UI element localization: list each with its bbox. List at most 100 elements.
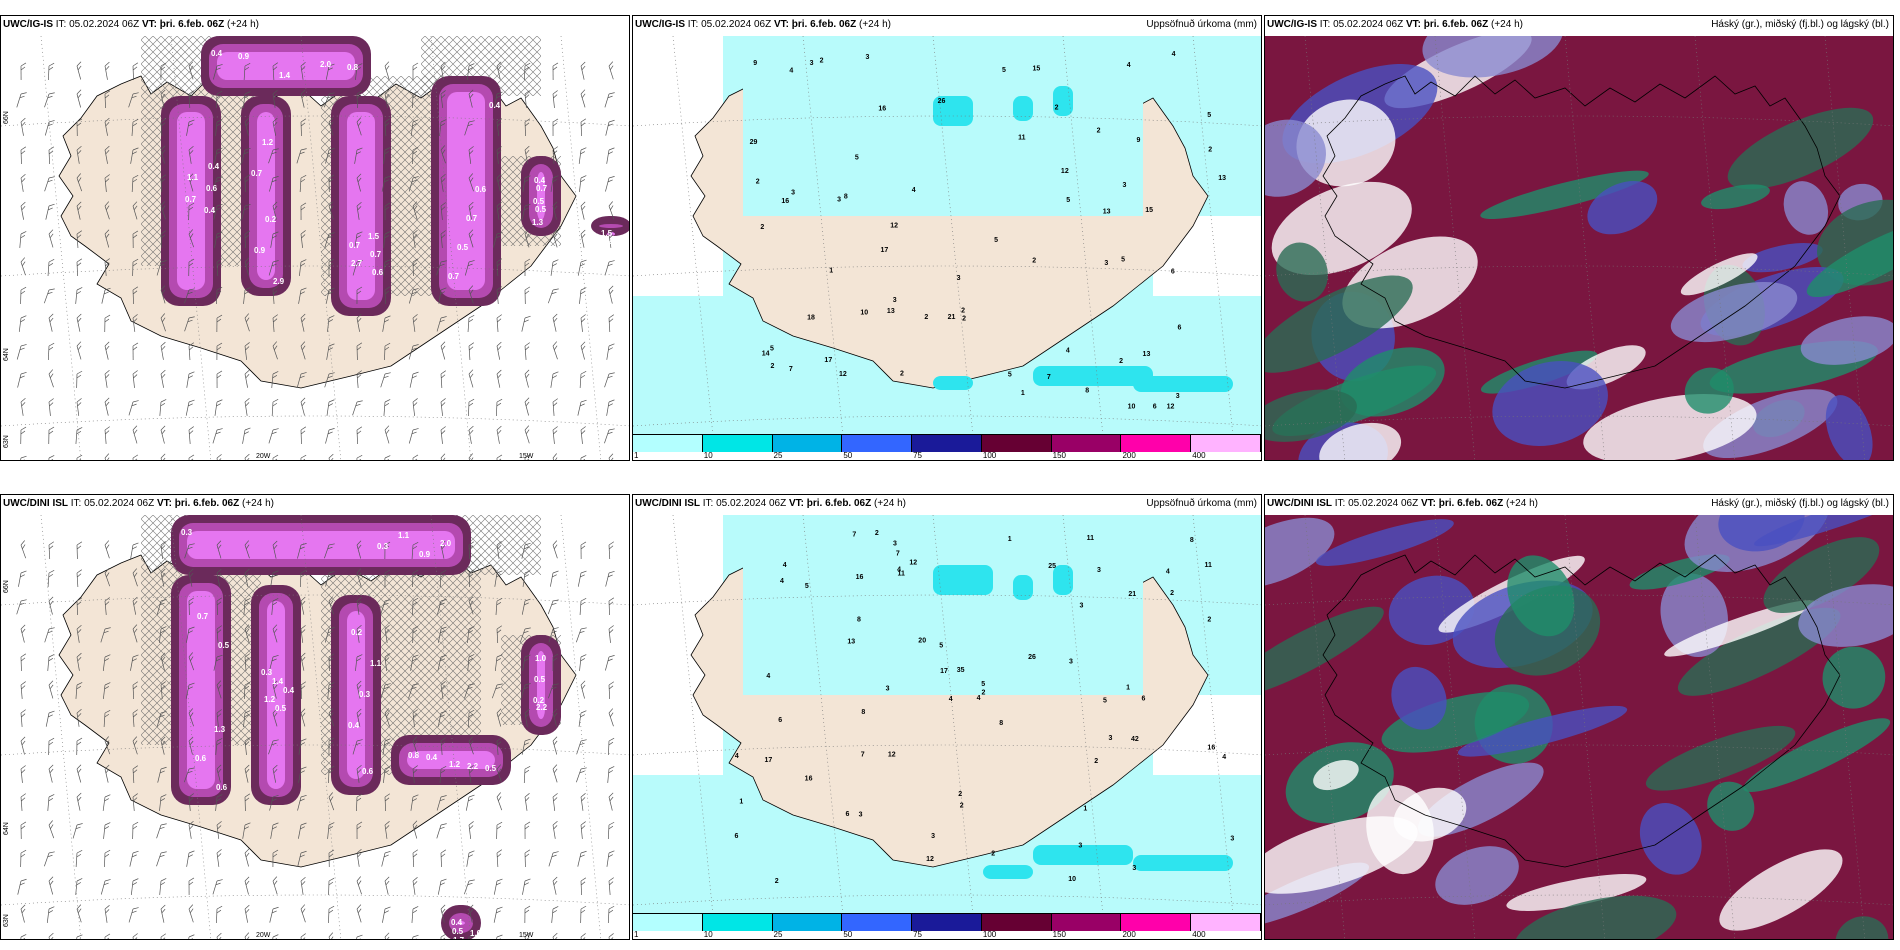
icing-map-panel-row2: UWC/DINI ISL IT: 05.02.2024 06Z VT: þri.… [0,494,630,940]
wind-barb [607,905,615,924]
wind-barb [496,369,502,388]
wind-barb [576,767,587,783]
wind-barb [48,313,54,332]
wind-barb [213,203,223,220]
precip-value-label: 35 [957,667,965,674]
cloud-region [1822,646,1886,709]
wind-barb [214,399,223,416]
wind-barb [552,793,558,811]
wind-barb [47,342,55,361]
cloud-region [1480,170,1649,219]
precip-value-label: 1 [1021,390,1025,397]
wind-barb [104,201,110,220]
wind-barb [184,543,195,559]
icing-map: 0.3 0.5 0.5 0.6 1.2 2.2 1.7 2.0 0.7 1.2 0.2 0.8 1.0 0… [1,515,629,939]
wind-barb [216,764,222,783]
precip-value-label: 4 [1066,348,1070,355]
precip-colorbar: 1 10 25 50 75 100 150 200 400 [633,913,1261,939]
precip-value-label: 3 [810,60,814,67]
wind-barb [300,681,307,699]
wind-barb [468,541,475,560]
wind-barb [522,570,531,587]
wind-barb [580,89,586,108]
colorbar-segment [912,913,982,931]
wind-barb [524,229,530,248]
wind-barb [76,737,83,756]
wind-barb [132,342,139,361]
wind-barb [76,904,82,923]
wind-barb [48,369,54,388]
precip-value-label: 3 [1097,567,1101,574]
wind-barb [412,314,418,332]
icing-value-label: 1.0 [535,654,547,663]
wind-barb [468,569,475,588]
wind-barb [325,428,335,444]
wind-barb [300,652,306,671]
precip-value-label: 6 [778,717,782,724]
wind-barb [440,453,446,460]
cloud-region [1806,221,1893,298]
wind-barb [521,738,531,755]
wind-barb [104,568,111,587]
wind-barb [580,426,586,444]
precip-value-label: 11 [898,571,906,578]
colorbar-label: 200 [1122,451,1136,460]
wind-barb [436,260,447,276]
wind-barb [326,399,335,416]
wind-barb [130,654,139,671]
wind-barb [188,877,195,896]
precip-value-label: 2 [1055,104,1059,111]
wind-barb [76,764,82,783]
wind-barb [412,454,419,460]
wind-barb [437,878,447,895]
wind-barb [272,849,279,868]
wind-barb [356,848,362,867]
wind-barb [76,173,83,192]
wind-barb [20,426,27,445]
wind-barb [496,173,502,192]
wind-barb [76,313,82,332]
meridian-line [672,36,714,436]
wind-barb [188,145,194,164]
panel-title: UWC/IG-IS IT: 05.02.2024 06Z VT: þri. 6.… [3,19,259,30]
parallel-line [1,894,629,906]
wind-barb [271,398,279,416]
wind-barb [384,202,391,221]
wind-barb [216,680,222,699]
wind-barb [272,680,278,699]
precip-title: Uppsöfnuð úrkoma (mm) [1146,19,1257,30]
wind-barb [300,933,306,939]
wind-barb [216,932,222,939]
wind-barb [159,399,167,416]
wind-barb [324,627,335,643]
precip-value-label: 17 [940,668,948,675]
cloud-region [1645,725,1796,791]
wind-barb [440,737,446,755]
wind-barb [269,655,279,671]
wind-barb [76,398,82,416]
parallel-line [1,415,629,427]
precip-value-label: 12 [1167,403,1175,410]
wind-barb [298,822,307,839]
icing-value-label: 2.0 [320,60,332,69]
wind-barb [440,230,446,248]
wind-barb [268,260,279,276]
wind-barb [300,708,306,727]
precip-value-label: 17 [764,757,772,764]
wind-barb [409,371,419,388]
colorbar-segment [633,913,703,931]
wind-barb [44,92,55,108]
wind-barb [299,259,307,276]
wind-barb [188,61,194,80]
wind-barb [214,147,223,164]
wind-barb [242,91,251,108]
wind-barb [132,568,138,587]
colorbar-label: 25 [773,930,783,939]
wind-barb [382,738,391,755]
precip-value-label: 21 [948,314,956,321]
cloud-region [1319,422,1402,460]
wind-barb [104,397,110,416]
cloud-region [1707,781,1755,831]
icing-region [537,172,545,220]
